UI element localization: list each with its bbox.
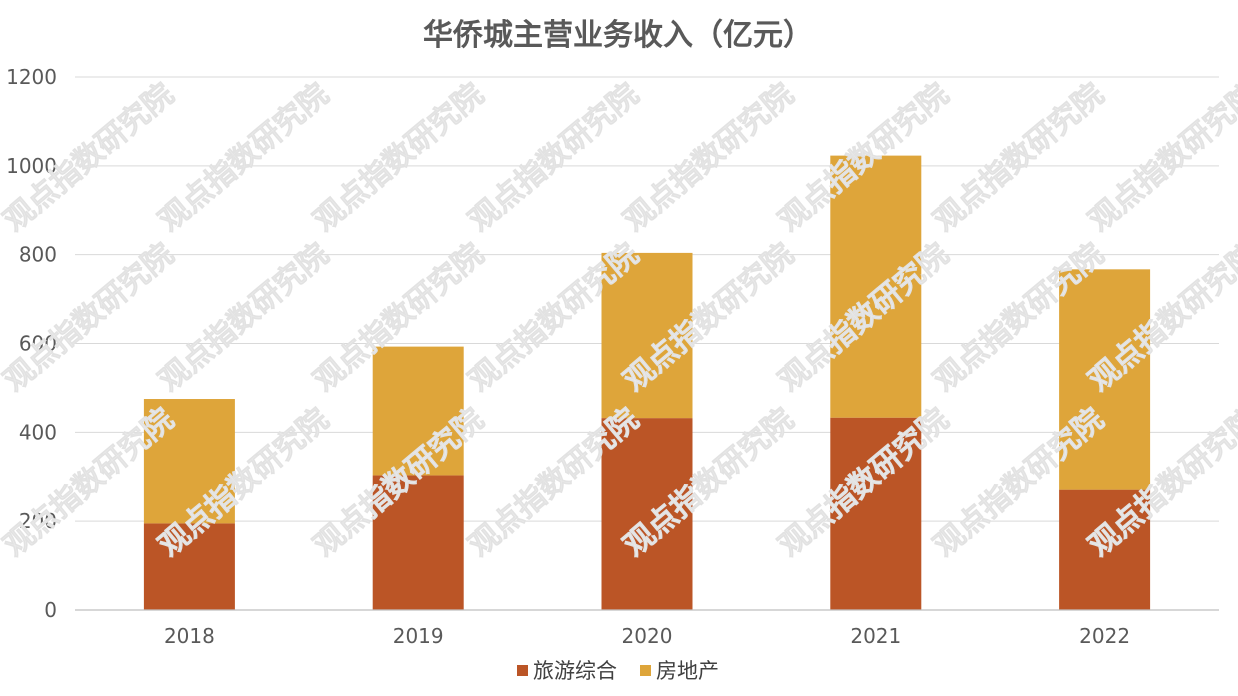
x-tick-label: 2021 bbox=[850, 624, 901, 648]
legend-swatch bbox=[517, 665, 528, 676]
bar-segment bbox=[143, 523, 235, 610]
y-tick-label: 1000 bbox=[6, 154, 57, 178]
bar-segment bbox=[372, 475, 464, 610]
y-axis-ticks: 0 200 400 600 800 1000 1200 bbox=[6, 65, 57, 622]
bar-segment bbox=[830, 155, 922, 418]
bar-segment bbox=[1059, 489, 1151, 610]
bars bbox=[143, 155, 1151, 610]
y-tick-label: 600 bbox=[19, 332, 57, 356]
x-tick-label: 2020 bbox=[622, 624, 673, 648]
y-tick-label: 400 bbox=[19, 420, 57, 444]
legend-swatch bbox=[640, 665, 651, 676]
legend: 旅游综合 房地产 bbox=[517, 659, 719, 683]
bar-segment bbox=[601, 418, 693, 610]
y-tick-label: 1200 bbox=[6, 65, 57, 89]
y-tick-label: 800 bbox=[19, 243, 57, 267]
bar-segment bbox=[830, 417, 922, 610]
bar-segment bbox=[143, 399, 235, 524]
legend-label: 旅游综合 bbox=[533, 659, 617, 683]
x-tick-label: 2022 bbox=[1079, 624, 1130, 648]
chart-title: 华侨城主营业务收入（亿元） bbox=[423, 18, 813, 53]
bar-segment bbox=[601, 252, 693, 419]
x-tick-label: 2019 bbox=[393, 624, 444, 648]
x-tick-label: 2018 bbox=[164, 624, 215, 648]
bar-segment bbox=[1059, 269, 1151, 490]
bar-segment bbox=[372, 346, 464, 476]
legend-label: 房地产 bbox=[656, 659, 719, 683]
y-tick-label: 0 bbox=[44, 598, 57, 622]
y-tick-label: 200 bbox=[19, 509, 57, 533]
x-axis-ticks: 2018 2019 2020 2021 2022 bbox=[164, 624, 1130, 648]
